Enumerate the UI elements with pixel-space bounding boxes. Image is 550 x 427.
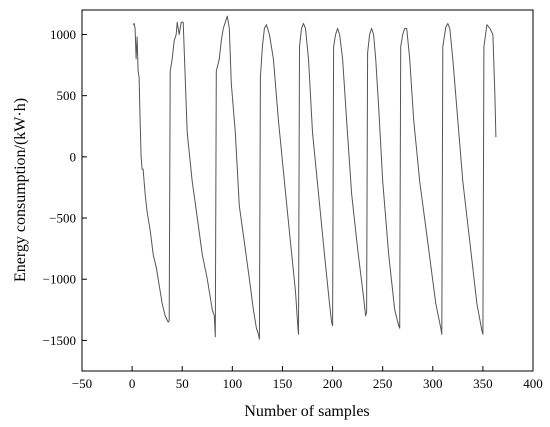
series-layer [132, 15, 497, 340]
x-tick-label: 100 [223, 376, 243, 391]
x-tick-label: 50 [176, 376, 189, 391]
x-axis-title: Number of samples [244, 403, 369, 420]
x-axis: −50 0 50 100 150 200 250 300 350 400 [72, 366, 543, 391]
series-line [132, 15, 497, 340]
x-tick-label: 150 [273, 376, 293, 391]
x-tick-label: 350 [473, 376, 493, 391]
y-axis: −1500 −1000 −500 0 500 1000 [43, 27, 87, 348]
x-tick-label: 250 [373, 376, 393, 391]
x-tick-label: 0 [129, 376, 136, 391]
y-tick-label: −1000 [43, 272, 76, 287]
x-tick-label: 200 [323, 376, 343, 391]
x-tick-label: 300 [423, 376, 443, 391]
y-axis-title: Energy consumption/(kW·h) [12, 98, 29, 282]
y-tick-label: −500 [49, 211, 76, 226]
plot-frame [81, 9, 534, 372]
x-tick-label: 400 [523, 376, 543, 391]
y-tick-label: −1500 [43, 333, 76, 348]
y-tick-label: 500 [57, 88, 77, 103]
x-tick-label: −50 [72, 376, 92, 391]
y-tick-label: 0 [70, 149, 77, 164]
y-tick-label: 1000 [50, 27, 76, 42]
